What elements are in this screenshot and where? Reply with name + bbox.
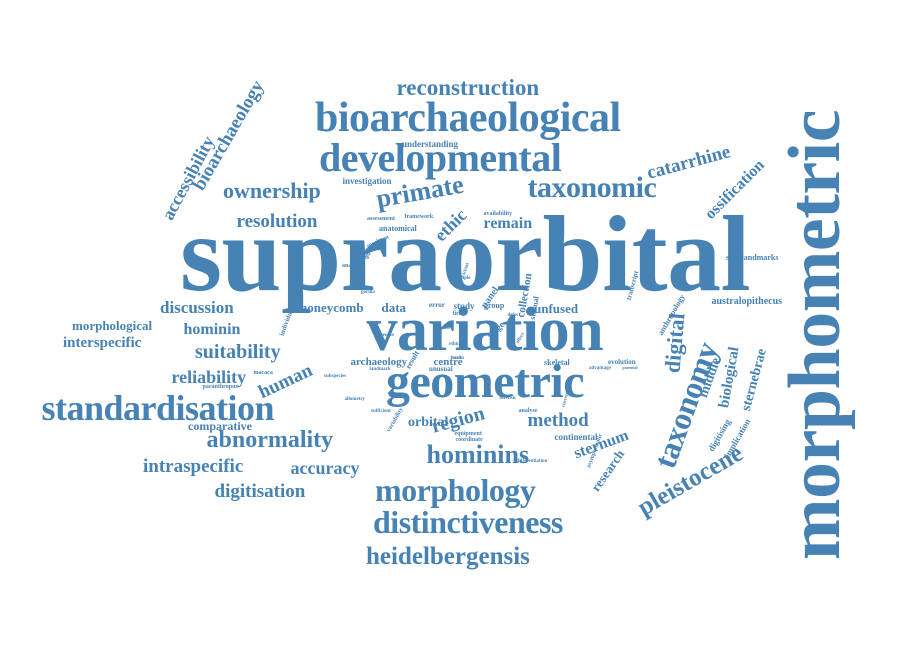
word-unusual: unusual	[429, 364, 453, 373]
word-study: study	[453, 300, 475, 311]
word-paranthropus: paranthropus	[202, 384, 238, 390]
word-variation: variation	[366, 296, 604, 364]
word-semilandmarks: semilandmarks	[726, 253, 779, 262]
word-morphology: morphology	[375, 472, 536, 508]
word-sapiens: sapiens	[350, 255, 370, 261]
word-availability: availability	[483, 211, 513, 217]
word-taxon: taxon	[452, 355, 464, 361]
word-advantage: advantage	[589, 365, 611, 371]
word-error: error	[429, 300, 445, 309]
word-comparative: comparative	[188, 419, 252, 433]
word-intraspecific: intraspecific	[143, 455, 244, 477]
word-catarrhine: catarrhine	[644, 140, 733, 184]
word-unfused: unfused	[534, 300, 579, 316]
word-data: data	[381, 299, 407, 315]
word-heidelbergensis: heidelbergensis	[366, 542, 530, 570]
word-bioarchaeological: bioarchaeological	[315, 95, 621, 141]
word-equipment: equipment	[454, 431, 482, 437]
word-sufficient: sufficient	[371, 408, 391, 414]
word-abnormality: abnormality	[206, 427, 334, 453]
word-coordinate: coordinate	[455, 437, 483, 443]
word-group: group	[484, 301, 505, 310]
word-investigation: investigation	[342, 175, 392, 186]
word-australopithecus: australopithecus	[711, 296, 783, 307]
word-orbital: orbital	[408, 415, 449, 430]
word-resolution: resolution	[236, 210, 318, 232]
word-skeletal: skeletal	[544, 358, 570, 367]
word-morphological: morphological	[72, 317, 153, 333]
word-taxonomic: taxonomic	[527, 171, 657, 204]
word-sample: sample	[455, 275, 471, 281]
word-understanding: understanding	[402, 138, 459, 149]
word-fossil: fossil	[450, 355, 462, 361]
word-field: field	[452, 311, 464, 317]
word-ethical: ethical	[449, 341, 464, 347]
word-standardisation: standardisation	[41, 388, 275, 428]
word-method: method	[527, 409, 589, 431]
word-accuracy: accuracy	[290, 458, 360, 478]
word-suitability: suitability	[195, 341, 281, 363]
word-case: case	[441, 325, 451, 331]
word-honeycomb: honeycomb	[300, 299, 364, 315]
word-hominin: hominin	[183, 321, 241, 338]
word-evolution: evolution	[608, 357, 636, 366]
word-defect: defect	[507, 312, 521, 318]
word-analysis: analysis	[342, 263, 363, 269]
word-macaca: macaca	[253, 370, 273, 376]
word-continental: continental	[554, 431, 598, 442]
word-potential: potential	[622, 365, 638, 370]
word-differentiation: differentiation	[516, 458, 548, 464]
word-landmark: landmark	[369, 366, 391, 372]
word-anatomical: anatomical	[379, 224, 417, 233]
word-supraorbital: supraorbital	[180, 195, 751, 314]
word-gorilla: gorilla	[361, 289, 375, 295]
word-sternebrae: sternebrae	[738, 347, 770, 413]
word-human: human	[254, 359, 316, 403]
word-developmental: developmental	[319, 135, 562, 180]
word-archaeology: archaeology	[350, 355, 408, 368]
word-interspecific: interspecific	[63, 334, 142, 351]
word-discussion: discussion	[160, 297, 234, 317]
word-hominins: hominins	[426, 440, 530, 469]
word-centre: centre	[433, 355, 463, 368]
word-forensic: forensic	[499, 395, 517, 401]
word-allometry: allometry	[344, 396, 366, 402]
word-subspecies: subspecies	[324, 373, 347, 379]
word-distinctiveness: distinctiveness	[373, 504, 563, 540]
word-assessment: assessment	[367, 216, 395, 222]
word-ownership: ownership	[223, 178, 321, 203]
word-people: people	[380, 332, 394, 338]
word-analyse: analyse	[518, 408, 538, 414]
word-remain: remain	[483, 215, 533, 232]
word-reliability: reliability	[171, 367, 247, 387]
word-morphometric: morphometric	[774, 109, 857, 561]
word-digitisation: digitisation	[214, 480, 306, 502]
word-geometric: geometric	[386, 355, 585, 408]
word-reconstruction: reconstruction	[396, 74, 540, 100]
word-framework: framework	[404, 214, 434, 220]
